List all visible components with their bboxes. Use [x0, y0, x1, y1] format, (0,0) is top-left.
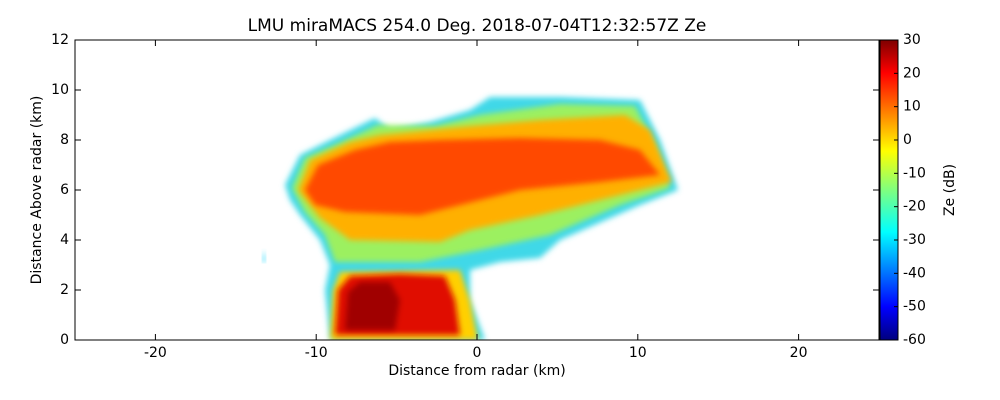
x-tick-label: 20: [790, 345, 808, 361]
y-tick-label: 2: [60, 282, 69, 298]
x-tick-label: 0: [473, 345, 482, 361]
x-axis-label: Distance from radar (km): [388, 363, 565, 379]
x-tick-label: -10: [305, 345, 328, 361]
colorbar-tick-label: 20: [903, 65, 921, 81]
colorbar-tick-label: 30: [903, 32, 921, 48]
y-tick-label: 4: [60, 232, 69, 248]
y-tick-label: 8: [60, 132, 69, 148]
colorbar-tick-label: -30: [903, 232, 926, 248]
colorbar-label: Ze (dB): [942, 164, 958, 216]
chart-title: LMU miraMACS 254.0 Deg. 2018-07-04T12:32…: [248, 16, 707, 36]
colorbar-tick-label: -60: [903, 332, 926, 348]
colorbar-tick-label: -50: [903, 299, 926, 315]
y-tick-label: 12: [51, 32, 69, 48]
y-tick-label: 6: [60, 182, 69, 198]
y-tick-label: 0: [60, 332, 69, 348]
colorbar-tick-label: 10: [903, 99, 921, 115]
y-axis-label: Distance Above radar (km): [29, 96, 45, 285]
x-tick-label: 10: [629, 345, 647, 361]
x-tick-label: -20: [144, 345, 167, 361]
colorbar-tick-label: -10: [903, 165, 926, 181]
y-tick-label: 10: [51, 82, 69, 98]
colorbar: [879, 39, 899, 341]
colorbar-tick-label: 0: [903, 132, 912, 148]
colorbar-tick-label: -40: [903, 265, 926, 281]
colorbar-tick-label: -20: [903, 199, 926, 215]
radar-field: [262, 97, 678, 340]
